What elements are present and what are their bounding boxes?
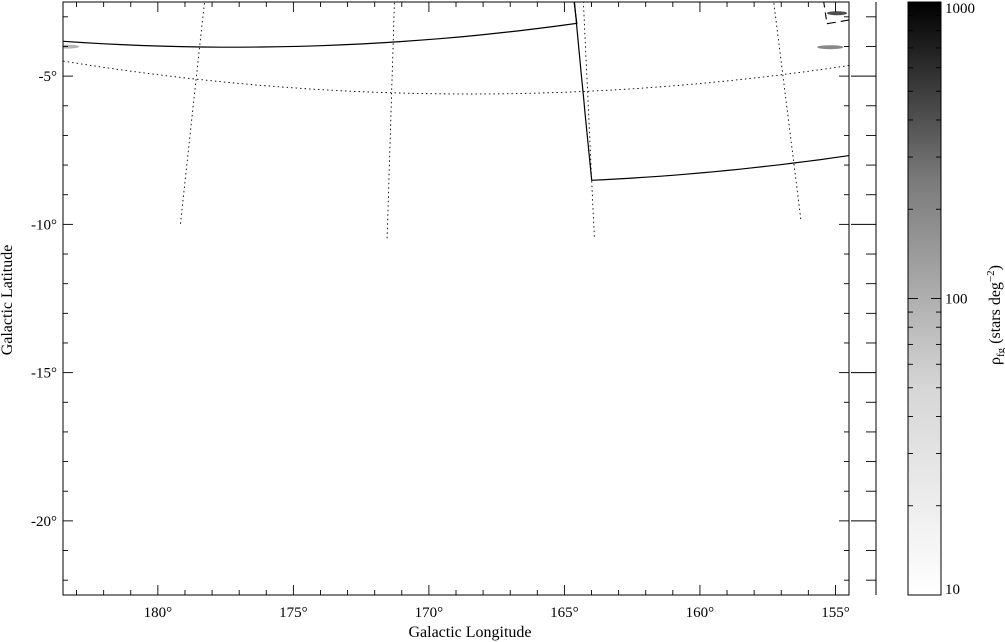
- x-tick-label: 160°: [686, 605, 715, 621]
- y-tick-label: -20°: [31, 514, 57, 530]
- y-tick-label: -5°: [39, 69, 58, 85]
- y-axis-title: Galactic Latitude: [0, 245, 16, 356]
- plot-frame: [62, 1, 850, 596]
- colorbar-tick-label: 100: [945, 292, 968, 308]
- x-axis-title: Galactic Longitude: [408, 624, 531, 641]
- longitude-gridline: [0, 0, 112, 196]
- colorbar-tick-label: 10: [945, 582, 960, 598]
- colorbar-title-subscript: fg: [995, 347, 1005, 357]
- survey-field-outline: [573, 2, 849, 181]
- x-tick-label: 155°: [821, 605, 850, 621]
- x-tick-label: 165°: [550, 605, 579, 621]
- axis-ticks: 180° 175° 170° 165° 160° 155° -5° -10° -15° -20°: [31, 2, 877, 621]
- colorbar-tick-label: 1000: [945, 1, 975, 17]
- y-tick-label: -10°: [31, 217, 57, 233]
- dashed-region-side: [823, 2, 828, 24]
- longitude-gridline: [773, 2, 802, 223]
- colorbar-ticks: 10 100 1000: [908, 1, 975, 598]
- colorbar-title-symbol: ρ: [987, 357, 1004, 365]
- y-tick-label: -15°: [31, 366, 57, 382]
- colorbar-title: ρfg (stars deg−2): [985, 265, 1005, 365]
- longitude-gridline: [386, 2, 395, 242]
- colorbar-title-units: (stars deg: [987, 282, 1004, 348]
- latitude-gridline: [63, 60, 849, 95]
- density-blob: [827, 11, 847, 16]
- density-blobs: [63, 0, 847, 50]
- survey-field-outline: [63, 2, 578, 48]
- x-tick-label: 180°: [144, 605, 173, 621]
- density-blob: [787, 0, 799, 1]
- coordinate-grid: [0, 0, 849, 242]
- density-blob: [817, 45, 844, 50]
- survey-fields: [63, 2, 849, 181]
- longitude-gridline: [179, 2, 206, 227]
- density-blob: [63, 44, 80, 49]
- colorbar-title-superscript: −2: [985, 270, 997, 282]
- x-tick-label: 175°: [279, 605, 308, 621]
- x-tick-label: 170°: [415, 605, 444, 621]
- colorbar-title-end: ): [987, 265, 1004, 270]
